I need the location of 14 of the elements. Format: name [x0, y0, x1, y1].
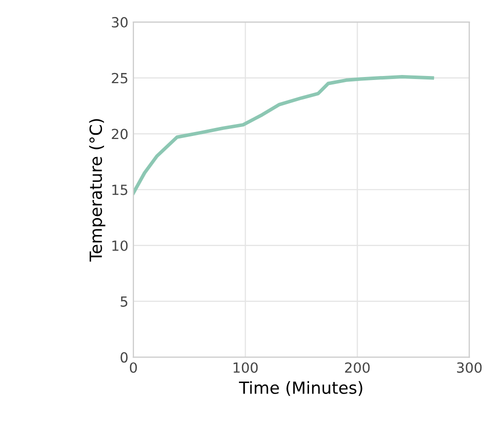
- y-tick-label: 5: [120, 296, 128, 307]
- y-tick-label: 10: [112, 240, 128, 251]
- y-tick-label: 25: [112, 72, 128, 84]
- x-tick-label: 100: [234, 362, 258, 373]
- x-tick-label: 200: [345, 362, 370, 373]
- y-axis-title: Temperature (°C): [89, 119, 106, 262]
- x-tick-label: 0: [130, 362, 137, 373]
- y-tick-label: 15: [112, 184, 128, 196]
- x-axis-title: Time (Minutes): [238, 381, 362, 396]
- y-tick-label: 30: [112, 17, 128, 28]
- line-series: [133, 75, 434, 195]
- y-tick-label: 0: [120, 352, 128, 363]
- y-tick-label: 20: [112, 128, 128, 140]
- x-tick-label: 300: [457, 362, 482, 373]
